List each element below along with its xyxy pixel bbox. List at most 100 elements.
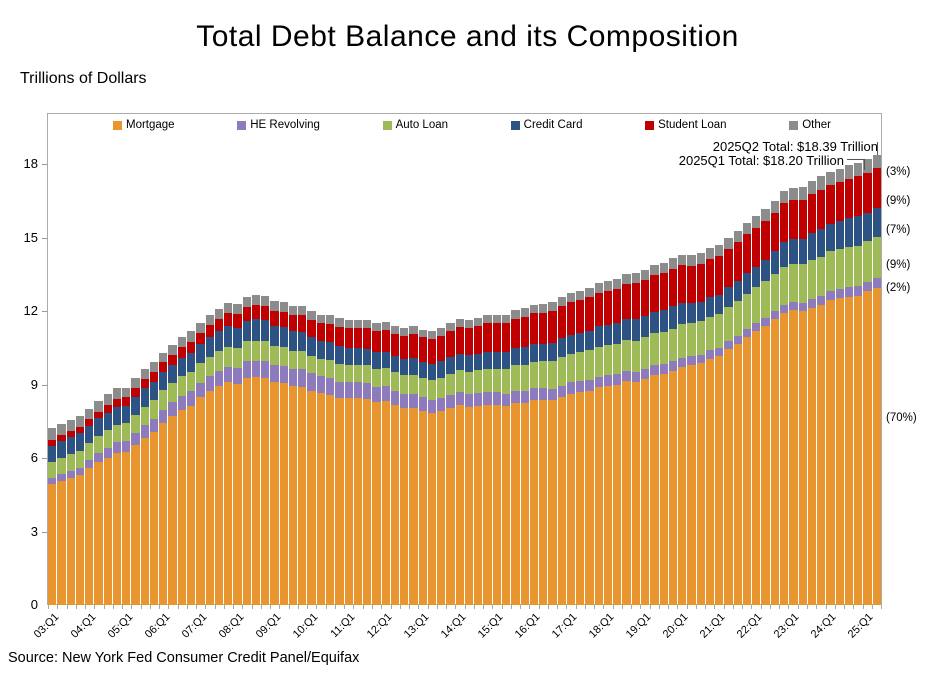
stacked-bar [529,304,539,605]
bar-segment [140,438,149,605]
stacked-bar [641,270,650,605]
bar-segment [770,200,779,213]
bar-segment [789,263,798,302]
bar-segment [872,288,881,605]
bar-segment [270,301,279,312]
bar-segment [872,167,881,208]
bar-segment [557,306,566,339]
bar-segment [437,377,446,399]
bar-segment [307,319,316,338]
bar-segment [261,295,270,306]
legend: Mortgage HE Revolving Auto Loan Credit Card… [113,119,831,131]
bar-segment [122,387,131,398]
bar-segment [733,300,742,336]
bar-segment [705,296,715,317]
stacked-bar [668,258,678,605]
bar-segment [112,388,122,399]
bar-segment [251,295,261,306]
bar-segment [316,314,325,324]
bar-segment [715,313,724,348]
bar-segment [464,393,474,407]
stacked-bar [483,315,492,605]
bar-segment [696,363,705,605]
y-tick-label: 9 [30,376,38,392]
bar-segment [474,370,483,394]
bar-segment [576,290,585,301]
bar-segment [381,401,390,605]
bar-segment [566,393,576,605]
bar-segment [288,368,298,386]
x-tick-label: 07:Q1 [179,611,210,641]
bar-segment [344,398,353,605]
bar-segment [57,423,66,436]
stacked-bar [381,321,390,605]
x-tick-label: 24:Q1 [808,611,839,641]
bar-segment [205,390,214,605]
bar-segment [288,386,298,605]
stacked-bar [279,302,288,605]
bar-segment [603,325,613,346]
stacked-bar [603,280,613,605]
y-tick-mark [42,458,47,459]
bar-segment [149,362,159,373]
plot-area [47,113,882,605]
bar-segment [872,237,881,278]
x-tick-label: 21:Q1 [697,611,728,641]
legend-swatch-icon [113,120,122,130]
bar-segment [613,374,622,385]
bar-segment [298,306,307,316]
bar-segment [224,366,233,383]
bar-segment [66,478,75,605]
bar-segment [594,283,603,293]
x-tick-mark [75,605,77,609]
bar-segment [715,356,724,605]
bar-segment [631,319,640,341]
bar-segment [483,323,492,352]
bar-segment [622,339,631,371]
bar-segment [48,445,57,463]
bar-segment [131,388,140,398]
bar-segment [159,372,168,391]
y-tick-label: 18 [23,156,38,171]
x-tick-mark [418,605,420,609]
bar-segment [149,399,159,419]
bar-segment [242,341,251,362]
bar-segment [122,405,131,424]
bar-segment [390,333,400,357]
x-tick-mark [797,605,799,609]
bar-segment [733,335,742,344]
bar-segment [205,325,214,338]
bar-segment [196,362,205,383]
bar-segment [85,419,94,426]
bar-segment [529,304,539,314]
x-tick-mark [769,605,771,609]
bar-segment [474,405,483,605]
bar-segment [826,171,835,185]
bar-segment [835,221,844,250]
bar-segment [390,372,400,391]
x-tick-mark [186,605,188,609]
bar-segment [251,360,261,378]
bar-segment [75,427,85,434]
stacked-bar [798,187,807,605]
bar-segment [307,373,316,391]
bar-segment [576,392,585,605]
stacked-bar [659,262,668,605]
bar-segment [844,246,854,287]
bar-segment [696,354,705,364]
bar-segment [363,399,372,605]
stacked-bar [344,319,353,605]
bar-segment [520,402,529,605]
bar-segment [807,299,817,308]
x-tick-label: 14:Q1 [438,611,469,641]
annotation-pointer-tick [877,142,878,155]
bar-segment [446,322,455,331]
bar-segment [492,392,502,405]
bar-segment [214,308,224,320]
stacked-bar [335,318,344,605]
bar-segment [687,255,696,266]
x-tick-mark [779,605,781,609]
stacked-bar [585,287,594,605]
bar-segment [66,471,75,479]
bar-segment [557,297,566,307]
